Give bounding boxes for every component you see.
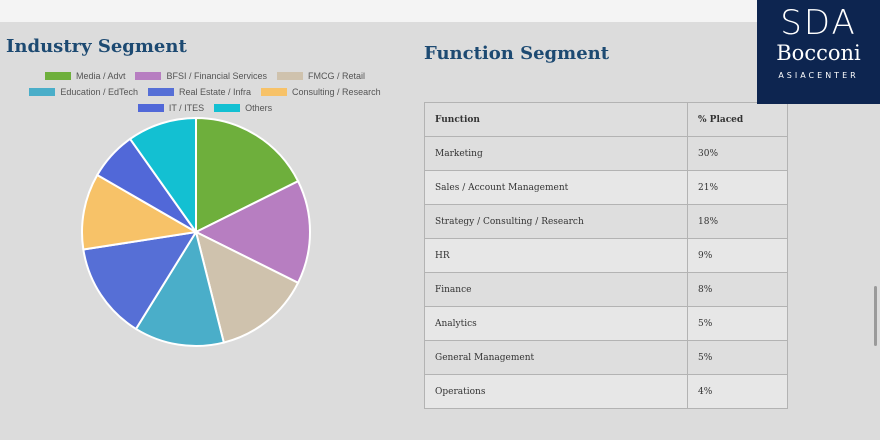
industry-pie-chart [81,116,311,347]
header-function: Function [424,102,688,137]
sda-bocconi-logo[interactable]: SDA Bocconi ASIACENTER [757,0,880,104]
legend-item[interactable]: Real Estate / Infra [147,87,252,97]
percent-cell: 4% [687,374,788,409]
pie-slice[interactable] [82,230,198,331]
pie-slice[interactable] [134,229,226,347]
legend-swatch [261,88,288,96]
legend-item[interactable]: Others [214,103,272,113]
table-row: Strategy / Consulting / Research 18% [424,204,788,239]
function-cell: Sales / Account Management [424,170,688,205]
legend-label: Consulting / Research [292,87,381,97]
percent-cell: 30% [687,136,788,171]
table-row: Finance 8% [424,272,788,307]
function-cell: HR [424,238,688,273]
function-cell: Finance [424,272,688,307]
legend-swatch [29,88,56,96]
pie-slice[interactable] [194,230,300,344]
table-row: Analytics 5% [424,306,788,341]
percent-cell: 8% [687,272,788,307]
table-row: HR 9% [424,238,788,273]
pie-slice[interactable] [195,116,300,234]
pie-slice[interactable] [81,173,199,251]
pie-slice[interactable] [193,179,311,285]
function-cell: Analytics [424,306,688,341]
function-cell: Strategy / Consulting / Research [424,204,688,239]
logo-asiacenter-text: ASIACENTER [778,71,859,80]
legend-label: BFSI / Financial Services [166,71,268,81]
legend-item[interactable]: BFSI / Financial Services [135,71,267,81]
legend-label: Real Estate / Infra [178,87,252,97]
table-row: Operations 4% [424,374,788,409]
function-cell: Marketing [424,136,688,171]
logo-bocconi-text: Bocconi [776,41,861,65]
legend-label: Education / EdTech [60,87,138,97]
function-cell: Operations [424,374,688,409]
percent-cell: 5% [687,306,788,341]
legend-label: IT / ITES [168,103,205,113]
legend-swatch [44,72,71,80]
logo-sda-text: SDA [780,3,857,43]
industry-segment-title: Industry Segment [6,36,187,57]
function-table: Function % Placed Marketing 30% Sales / A… [424,102,788,409]
function-segment-title: Function Segment [424,43,610,64]
legend-label: FMCG / Retail [308,71,366,81]
scrollbar[interactable] [874,286,877,346]
percent-cell: 21% [687,170,788,205]
legend-swatch [137,104,164,112]
header-percent-placed: % Placed [687,102,788,137]
table-row: General Management 5% [424,340,788,375]
legend-label: Others [245,103,273,113]
legend-label: Media / Advt [75,71,126,81]
legend-item[interactable]: Media / Advt [44,71,126,81]
table-row: Sales / Account Management 21% [424,170,788,205]
table-row: Marketing 30% [424,136,788,171]
table-header-row: Function % Placed [424,102,788,137]
legend-item[interactable]: Consulting / Research [261,87,381,97]
legend-item[interactable]: IT / ITES [137,103,205,113]
top-strip [0,0,880,22]
function-cell: General Management [424,340,688,375]
pie-slice[interactable] [128,116,197,236]
legend-item[interactable]: FMCG / Retail [277,71,365,81]
percent-cell: 18% [687,204,788,239]
percent-cell: 9% [687,238,788,273]
pie-legend: Media / Advt BFSI / Financial Services F… [20,68,390,116]
legend-item[interactable]: Education / EdTech [29,87,138,97]
legend-swatch [135,72,162,80]
legend-swatch [277,72,304,80]
legend-swatch [147,88,174,96]
percent-cell: 5% [687,340,788,375]
legend-swatch [214,104,241,112]
